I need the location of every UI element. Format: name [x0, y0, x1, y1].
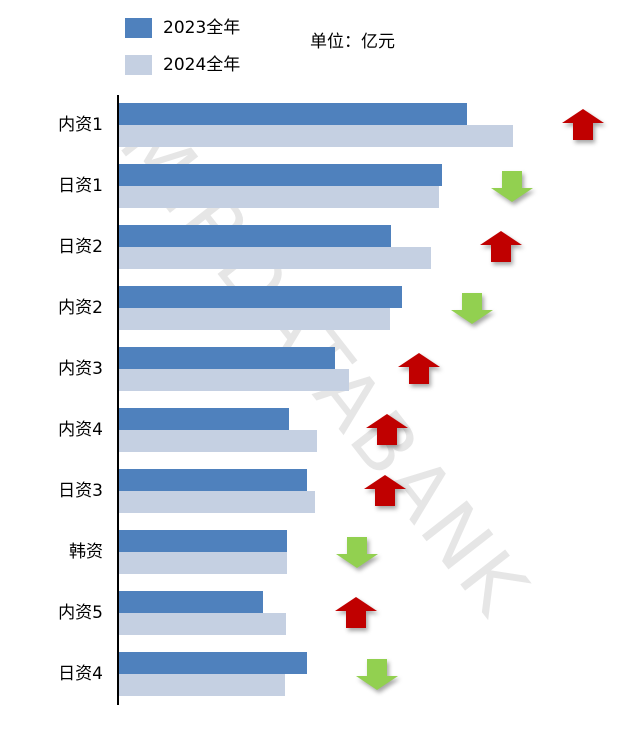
trend-arrow — [491, 171, 533, 202]
bar — [118, 530, 287, 552]
y-tick-label: 内资1 — [58, 115, 103, 135]
trend-arrow — [356, 659, 398, 690]
y-tick-label: 内资2 — [58, 298, 103, 318]
bar — [118, 186, 439, 208]
trend-arrow — [562, 109, 604, 140]
trend-arrow — [336, 537, 378, 568]
legend-swatch — [125, 18, 152, 38]
bar — [118, 247, 431, 269]
bar — [118, 125, 513, 147]
y-tick-label: 日资4 — [58, 664, 103, 684]
y-tick-label: 内资4 — [58, 420, 103, 440]
bar — [118, 613, 286, 635]
bar — [118, 369, 349, 391]
y-tick-label: 内资3 — [58, 359, 103, 379]
trend-arrow — [364, 475, 406, 506]
bar — [118, 552, 287, 574]
trend-arrow — [398, 353, 440, 384]
bar — [118, 347, 335, 369]
bar — [118, 591, 263, 613]
bar — [118, 408, 289, 430]
bar — [118, 164, 442, 186]
bar — [118, 469, 307, 491]
trend-arrow — [451, 293, 493, 324]
trend-arrow — [366, 414, 408, 445]
y-tick-label: 韩资 — [69, 542, 103, 562]
bar — [118, 103, 467, 125]
legend-swatch — [125, 55, 152, 75]
y-tick-label: 内资5 — [58, 603, 103, 623]
bar — [118, 225, 391, 247]
y-tick-label: 日资1 — [58, 176, 103, 196]
legend-label: 2023全年 — [163, 18, 240, 38]
bar — [118, 674, 285, 696]
y-tick-label: 日资2 — [58, 237, 103, 257]
bar — [118, 286, 402, 308]
unit-note: 单位：亿元 — [310, 32, 395, 52]
bar — [118, 308, 390, 330]
trend-arrow — [480, 231, 522, 262]
trend-arrow — [335, 597, 377, 628]
bar — [118, 430, 317, 452]
legend-label: 2024全年 — [163, 55, 240, 75]
bar — [118, 491, 315, 513]
y-tick-label: 日资3 — [58, 481, 103, 501]
bar — [118, 652, 307, 674]
